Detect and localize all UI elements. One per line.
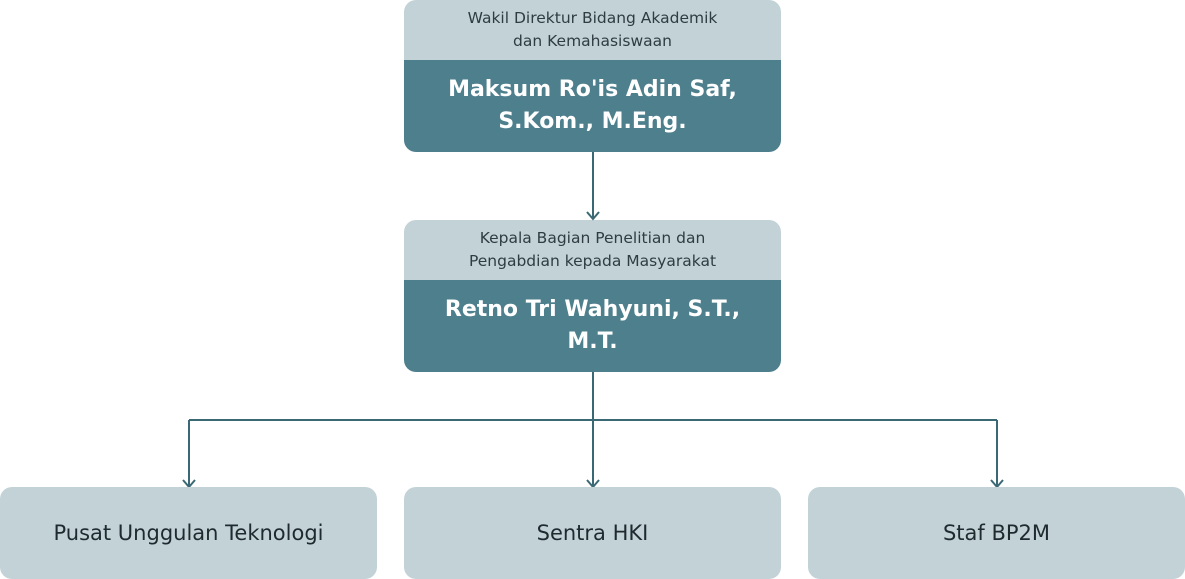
- unit-box-pusat-unggulan-teknologi: Pusat Unggulan Teknologi: [0, 487, 377, 579]
- middle-position-holder: Retno Tri Wahyuni, S.T., M.T.: [404, 280, 781, 372]
- top-position-holder: Maksum Ro'is Adin Saf, S.Kom., M.Eng.: [404, 60, 781, 152]
- middle-position-title: Kepala Bagian Penelitian dan Pengabdian …: [404, 220, 781, 280]
- unit-box-sentra-hki: Sentra HKI: [404, 487, 781, 579]
- top-position-card: Wakil Direktur Bidang Akademik dan Kemah…: [404, 0, 781, 152]
- middle-position-card: Kepala Bagian Penelitian dan Pengabdian …: [404, 220, 781, 372]
- top-position-title: Wakil Direktur Bidang Akademik dan Kemah…: [404, 0, 781, 60]
- arrowhead-middle: [586, 211, 600, 221]
- unit-box-staf-bp2m: Staf BP2M: [808, 487, 1185, 579]
